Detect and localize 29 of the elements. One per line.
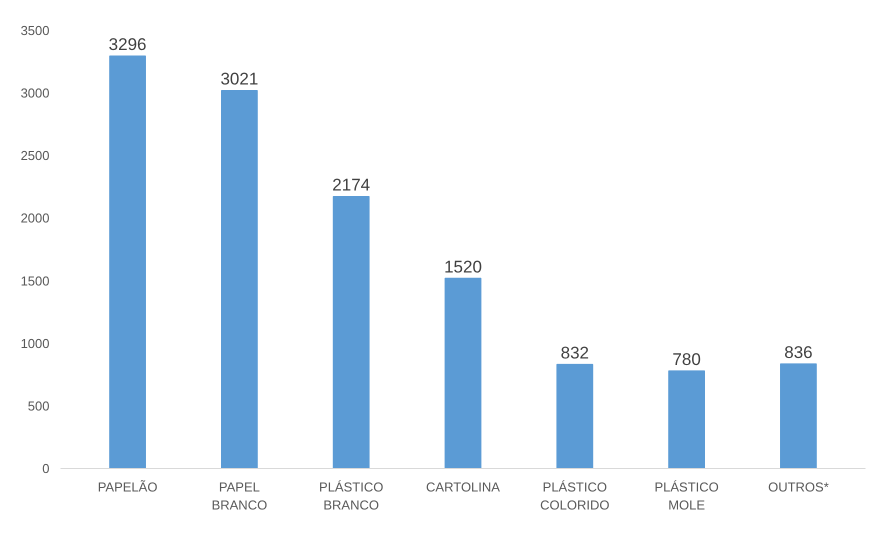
x-tick-label: CARTOLINA <box>426 480 500 494</box>
y-tick-label: 1000 <box>20 336 50 351</box>
y-tick-label: 0 <box>42 461 50 476</box>
bar <box>221 90 258 468</box>
bar <box>444 278 482 468</box>
data-label: 3021 <box>220 69 258 88</box>
data-label: 832 <box>560 343 589 362</box>
x-tick-label: PLÁSTICO BRANCO <box>319 480 384 512</box>
x-tick-label: PLÁSTICO COLORIDO <box>540 480 610 512</box>
data-label: 836 <box>784 342 813 362</box>
bar <box>556 364 594 468</box>
y-tick-label: 1500 <box>20 273 50 288</box>
bar <box>332 196 370 468</box>
x-tick-label: PLÁSTICO MOLE <box>654 480 719 512</box>
data-label: 3296 <box>108 35 146 54</box>
data-label: 1520 <box>444 257 482 276</box>
x-tick-label: PAPELÃO <box>98 480 158 494</box>
data-label: 780 <box>672 350 701 369</box>
y-tick-label: 3000 <box>20 86 50 101</box>
bar <box>780 363 817 468</box>
y-tick-label: 3500 <box>20 23 50 38</box>
x-tick-label: OUTROS* <box>768 480 829 494</box>
bar <box>668 370 705 468</box>
data-label: 2174 <box>332 175 370 194</box>
y-tick-label: 500 <box>28 398 50 414</box>
y-tick-label: 2000 <box>20 210 50 226</box>
bar <box>109 56 146 468</box>
y-tick-label: 2500 <box>20 148 50 164</box>
x-tick-label: PAPEL BRANCO <box>212 480 268 512</box>
